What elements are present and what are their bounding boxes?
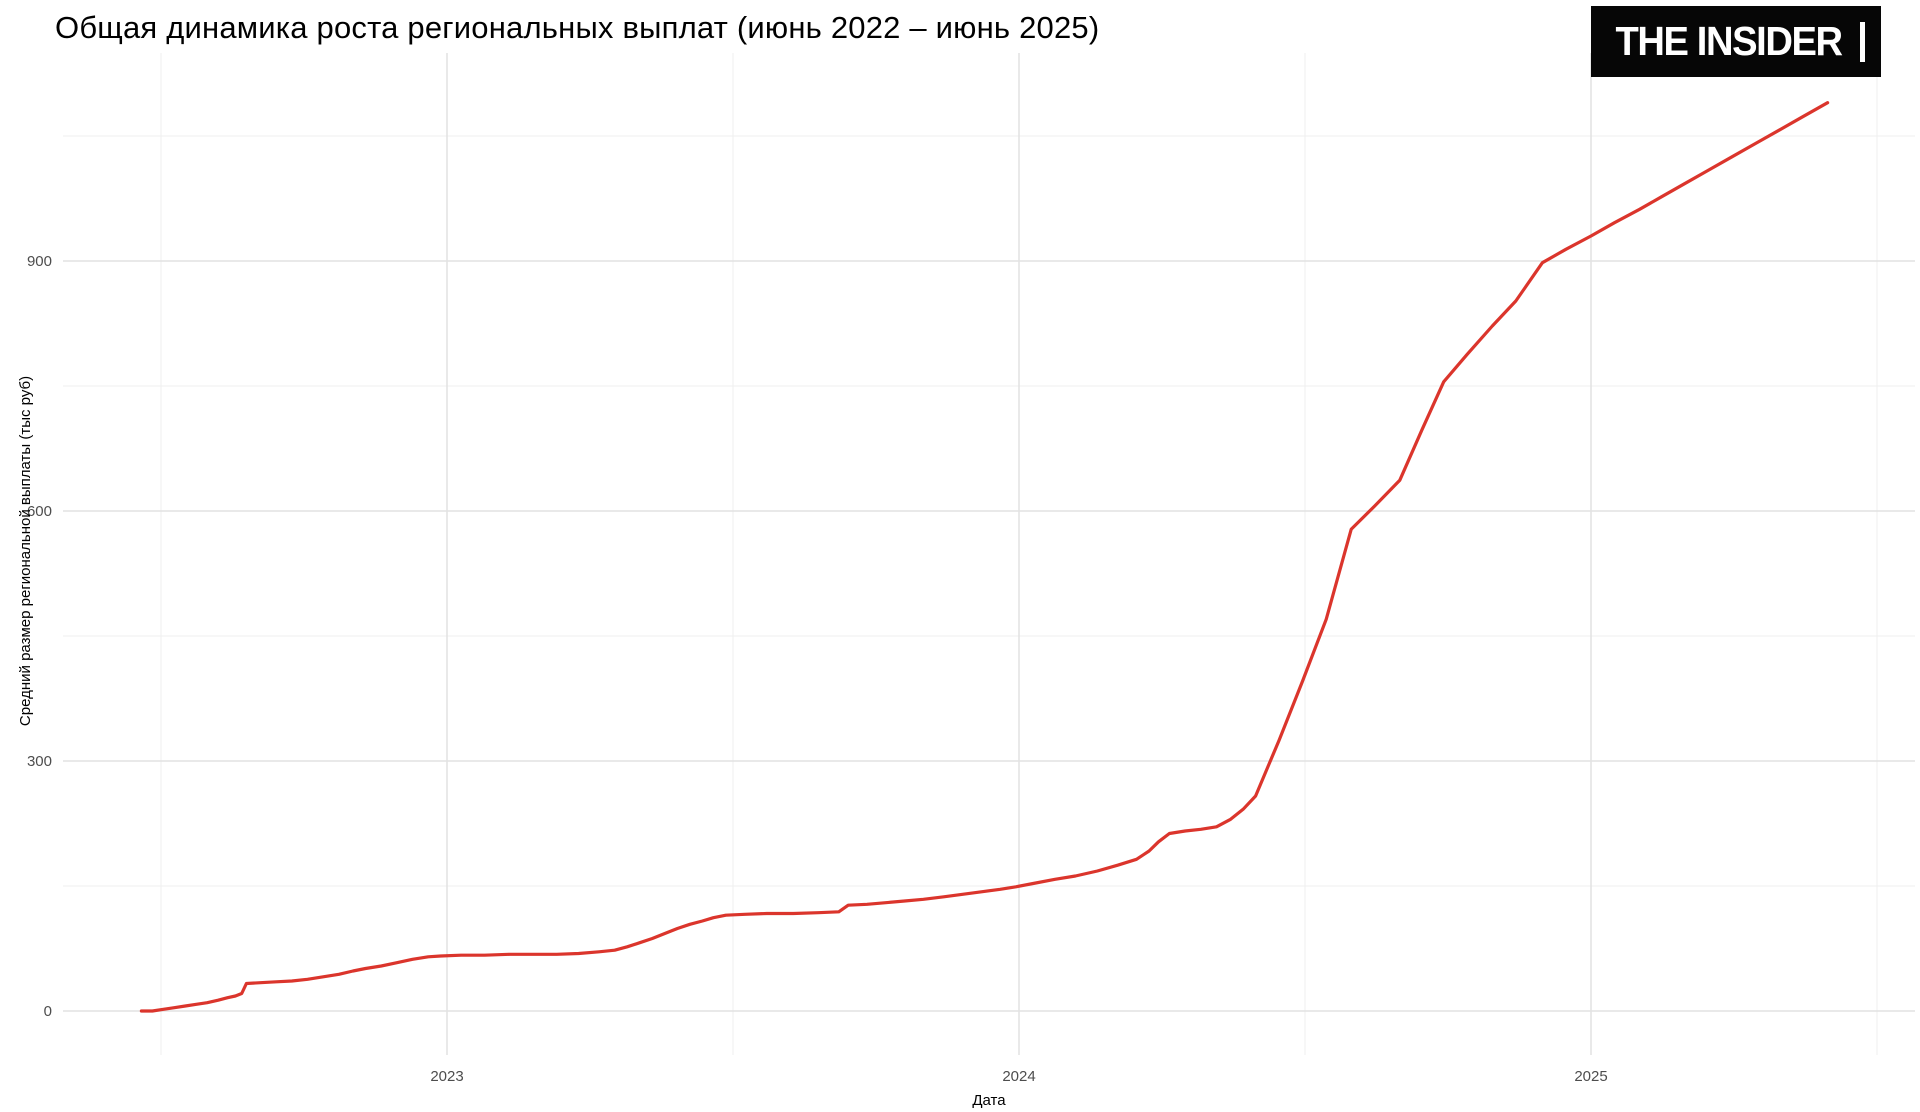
insider-logo-cursor-bar bbox=[1860, 21, 1866, 62]
series-line bbox=[139, 101, 1830, 1013]
x-axis-title: Дата bbox=[972, 1092, 1006, 1109]
insider-logo-text: THE INSIDER bbox=[1615, 18, 1843, 64]
x-tick-label: 2025 bbox=[1574, 1068, 1607, 1085]
y-axis-title: Средний размер региональной выплаты (тыс… bbox=[17, 376, 34, 726]
y-tick-label: 900 bbox=[27, 253, 52, 270]
y-tick-label: 0 bbox=[44, 1003, 52, 1020]
x-tick-label: 2023 bbox=[430, 1068, 463, 1085]
page-title: Общая динамика роста региональных выплат… bbox=[55, 10, 1100, 45]
y-tick-label: 300 bbox=[27, 753, 52, 770]
y-tick-label: 600 bbox=[27, 503, 52, 520]
x-tick-label: 2024 bbox=[1002, 1068, 1035, 1085]
insider-logo: THE INSIDER bbox=[1591, 6, 1881, 77]
